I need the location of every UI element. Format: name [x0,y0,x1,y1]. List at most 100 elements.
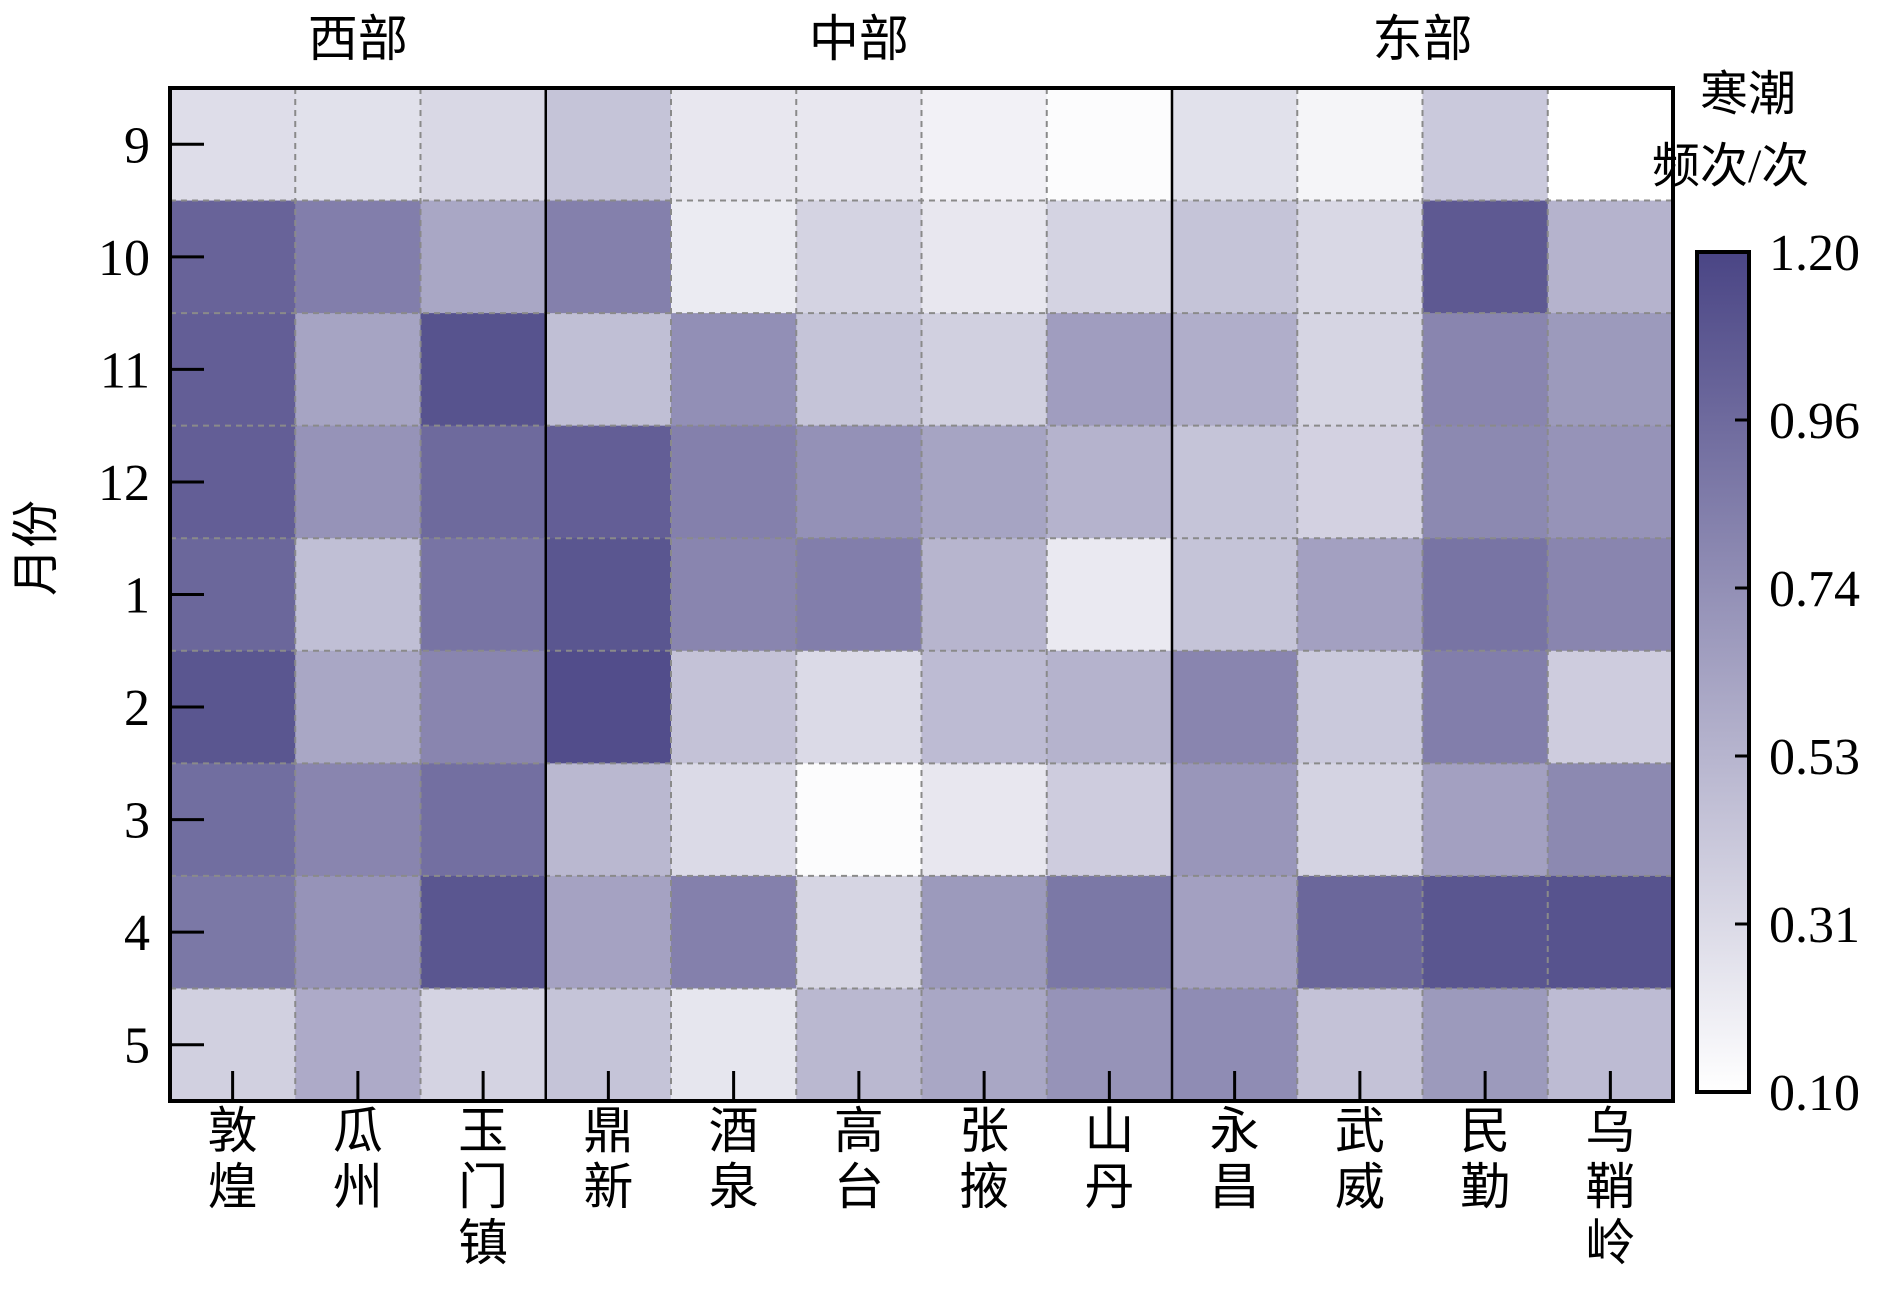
station-label: 酒泉 [709,1103,759,1215]
colorbar-title-line2: 频次/次 [1652,140,1809,193]
colorbar-tick-label: 1.20 [1769,225,1860,282]
heatmap-cell [1422,88,1549,202]
heatmap-cell [1172,538,1298,652]
heatmap-cell [420,313,547,427]
heatmap-cell [1422,538,1549,652]
colorbar-title-line1: 寒潮 [1700,68,1796,121]
heatmap-cell [1046,538,1173,652]
heatmap-cell [295,313,421,427]
heatmap-cell [295,425,421,539]
axis-ticks [170,142,1612,1101]
heatmap-cell [1297,763,1423,877]
station-label: 山丹 [1084,1103,1134,1215]
colorbar-tick-label: 0.10 [1769,1065,1860,1122]
heatmap-cell [1547,763,1674,877]
heatmap-cell [1547,425,1674,539]
heatmap-cell [1046,425,1173,539]
month-label: 11 [100,342,150,399]
heatmap-cell [1422,425,1549,539]
colorbar-gradient [1695,250,1751,1094]
heatmap-cell [671,650,797,764]
heatmap-cell [1297,650,1423,764]
station-label: 高台 [834,1103,884,1215]
station-label: 玉门镇 [458,1103,508,1271]
heatmap-cell [1297,88,1423,202]
heatmap-cell [545,88,672,202]
heatmap-cell [1547,650,1674,764]
heatmap-cell [1046,200,1173,314]
heatmap-cell [1297,425,1423,539]
heatmap-cell [921,313,1048,427]
station-label: 敦煌 [208,1103,258,1215]
heatmap-cell [921,88,1048,202]
heatmap-cell [671,425,797,539]
heatmap-cells [170,88,1674,1102]
heatmap-cell [295,88,421,202]
month-label: 12 [98,455,150,512]
station-label: 瓜州 [333,1103,383,1215]
heatmap-cell [545,200,672,314]
heatmap-cell [921,763,1048,877]
colorbar-tick-label: 0.31 [1769,897,1860,954]
heatmap-cell [1547,88,1674,202]
heatmap-cell [545,763,672,877]
heatmap-cell [1422,313,1549,427]
region-labels: 西部 中部 东部 [308,11,1473,67]
heatmap-cell [796,88,922,202]
station-label: 张掖 [959,1103,1009,1215]
region-label: 东部 [1373,11,1473,67]
heatmap-cell [545,425,672,539]
heatmap-cell [1172,313,1298,427]
heatmap-cell [295,763,421,877]
heatmap-cell [1422,875,1549,989]
heatmap-cell [1046,313,1173,427]
heatmap-cell [1297,313,1423,427]
heatmap-cell [420,200,547,314]
heatmap-cell [921,200,1048,314]
heatmap-cell [1422,200,1549,314]
month-label: 9 [124,117,150,174]
heatmap-cell [295,650,421,764]
region-label: 西部 [308,11,408,67]
heatmap-cell [671,88,797,202]
y-axis-label: 月份 [10,500,63,596]
heatmap-cell [295,200,421,314]
colorbar-tick-label: 0.74 [1769,561,1860,618]
colorbar: 寒潮 频次/次 1.20 0.96 0.74 0.53 0.31 0.10 [1652,68,1860,1122]
heatmap-cell [545,538,672,652]
heatmap-cell [545,650,672,764]
heatmap-cell [921,538,1048,652]
heatmap-cell [420,875,547,989]
heatmap-cell [796,763,922,877]
month-label: 1 [124,568,150,625]
heatmap-cell [1046,88,1173,202]
heatmap-cell [1547,875,1674,989]
month-label: 10 [98,230,150,287]
heatmap-cell [1046,763,1173,877]
heatmap-cell [796,538,922,652]
region-label: 中部 [809,11,909,67]
heatmap-cell [1422,763,1549,877]
heatmap-cell [671,313,797,427]
month-label: 4 [124,905,150,962]
station-label: 永昌 [1210,1103,1260,1215]
heatmap-cell [1046,650,1173,764]
month-label: 2 [124,680,150,737]
heatmap-cell [1172,425,1298,539]
heatmap-cell [1297,200,1423,314]
month-label: 5 [124,1018,150,1075]
station-label: 民勤 [1460,1103,1510,1215]
station-label: 乌鞘岭 [1585,1103,1635,1271]
heatmap-cell [1172,200,1298,314]
heatmap-cell [796,313,922,427]
heatmap-cell [420,425,547,539]
heatmap-cell [796,425,922,539]
heatmap-cell [1172,88,1298,202]
heatmap-cell [1172,875,1298,989]
heatmap-cell [671,763,797,877]
heatmap-cell [295,875,421,989]
heatmap-cell [671,538,797,652]
heatmap-cell [796,875,922,989]
heatmap-cell [1547,313,1674,427]
